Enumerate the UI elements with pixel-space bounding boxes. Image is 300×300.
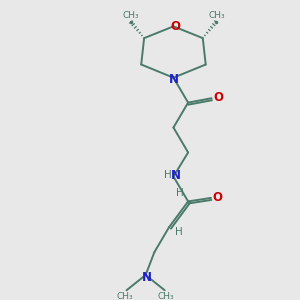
Text: H: H <box>164 170 172 180</box>
Text: CH₃: CH₃ <box>117 292 134 300</box>
Text: CH₃: CH₃ <box>158 292 174 300</box>
Text: O: O <box>213 91 223 104</box>
Text: O: O <box>212 191 222 204</box>
Text: H: H <box>176 188 184 198</box>
Text: CH₃: CH₃ <box>208 11 225 20</box>
Text: N: N <box>142 271 152 284</box>
Text: N: N <box>169 73 178 86</box>
Text: CH₃: CH₃ <box>122 11 139 20</box>
Text: O: O <box>171 20 181 33</box>
Text: N: N <box>171 169 181 182</box>
Text: H: H <box>176 227 183 238</box>
